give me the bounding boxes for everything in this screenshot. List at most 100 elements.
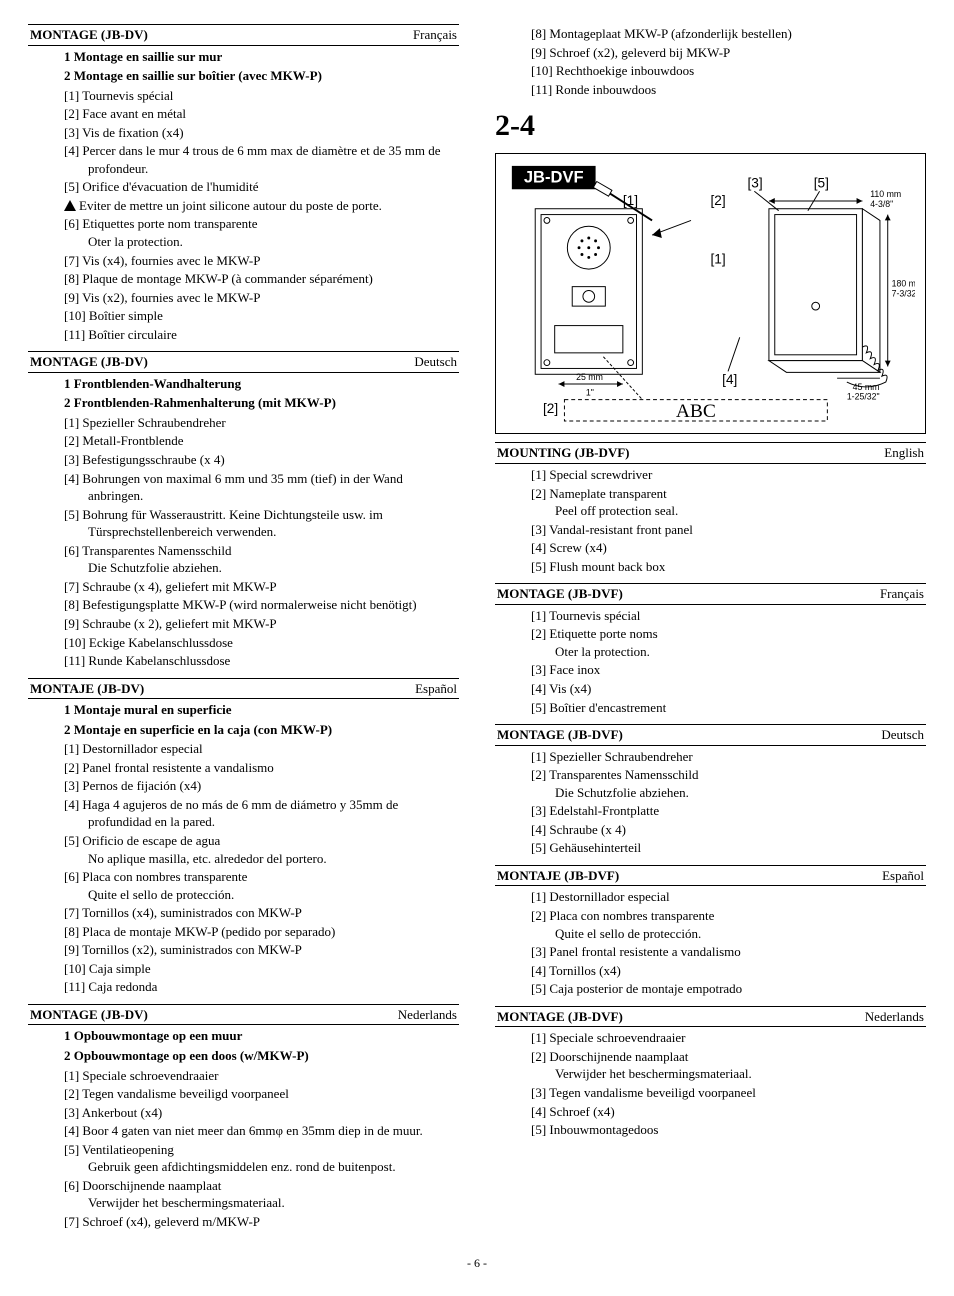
right-column: [8] Montageplaat MKW-P (afzonderlijk bes… [495,24,926,1231]
item-text: [3] Pernos de fijación (x4) [64,778,201,793]
list-item: [10] Caja simple [64,960,459,978]
warning-icon [64,200,77,211]
list-item: [7] Vis (x4), fournies avec le MKW-P [64,252,459,270]
list-item: [6] Transparentes NamensschildDie Schutz… [64,542,459,577]
list-item: [3] Edelstahl-Frontplatte [531,802,926,820]
item-text: [6] Transparentes Namensschild [64,543,232,558]
subheading: 1 Montage en saillie sur mur [64,48,459,66]
svg-text:[1]: [1] [711,251,726,266]
item-text: [11] Runde Kabelanschlussdose [64,653,230,668]
item-subtext: Oter la protection. [88,233,459,251]
list-item: [5] VentilatieopeningGebruik geen afdich… [64,1141,459,1176]
section-language: Nederlands [865,1008,924,1026]
section-title: MONTAGE (JB-DV) [30,26,148,44]
section-title: MONTAGE (JB-DVF) [497,585,623,603]
section-content: [1] Speciale schroevendraaier[2] Doorsch… [495,1029,926,1138]
svg-text:[3]: [3] [748,175,763,190]
item-text: [7] Schraube (x 4), geliefert mit MKW-P [64,579,277,594]
section-content: 1 Montaje mural en superficie2 Montaje e… [28,701,459,996]
section-content: [1] Tournevis spécial[2] Etiquette porte… [495,607,926,716]
subheading: 1 Frontblenden-Wandhalterung [64,375,459,393]
list-item: [2] Placa con nombres transparenteQuite … [531,907,926,942]
section-title: MONTAGE (JB-DV) [30,1006,148,1024]
list-item: [4] Schroef (x4) [531,1103,926,1121]
list-item: [9] Vis (x2), fournies avec le MKW-P [64,289,459,307]
item-subtext: Die Schutzfolie abziehen. [555,784,926,802]
item-text: [10] Caja simple [64,961,151,976]
item-text: [5] Boîtier d'encastrement [531,700,666,715]
section-header: MOUNTING (JB-DVF)English [495,442,926,464]
svg-text:45 mm: 45 mm [853,382,880,392]
list-item: [3] Face inox [531,661,926,679]
item-text: [1] Destornillador especial [531,889,670,904]
list-item: [4] Vis (x4) [531,680,926,698]
svg-text:[5]: [5] [814,175,829,190]
list-item: [5] Orifice d'évacuation de l'humidité [64,178,459,196]
subheading: 2 Frontblenden-Rahmenhalterung (mit MKW-… [64,394,459,412]
list-item: [9] Tornillos (x2), suministrados con MK… [64,941,459,959]
section-header: MONTAJE (JB-DV)Español [28,678,459,700]
item-text: [11] Caja redonda [64,979,157,994]
item-text: [10] Eckige Kabelanschlussdose [64,635,233,650]
item-text: Eviter de mettre un joint silicone autou… [79,198,382,213]
item-text: [2] Panel frontal resistente a vandalism… [64,760,274,775]
item-text: [5] Orifice d'évacuation de l'humidité [64,179,259,194]
list-item: [1] Destornillador especial [64,740,459,758]
section-header: MONTAGE (JB-DVF)Français [495,583,926,605]
svg-text:[2]: [2] [543,401,558,416]
item-text: [2] Face avant en métal [64,106,186,121]
item-text: [4] Tornillos (x4) [531,963,621,978]
section-language: English [884,444,924,462]
section-content: [1] Destornillador especial [2] Placa con… [495,888,926,997]
page-number: - 6 - [28,1255,926,1271]
item-text: [7] Tornillos (x4), suministrados con MK… [64,905,302,920]
section-language: Deutsch [881,726,924,744]
list-item: Eviter de mettre un joint silicone autou… [64,197,459,215]
list-item: [6] Placa con nombres transparenteQuite … [64,868,459,903]
item-text: [4] Bohrungen von maximal 6 mm und 35 mm… [64,471,403,504]
list-item: [5] Flush mount back box [531,558,926,576]
item-text: [6] Etiquettes porte nom transparente [64,216,258,231]
item-text: [4] Schraube (x 4) [531,822,626,837]
item-text: [1] Spezieller Schraubendreher [64,415,226,430]
list-item: [2] Etiquette porte nomsOter la protecti… [531,625,926,660]
svg-text:7-3/32": 7-3/32" [892,288,915,298]
section-header: MONTAGE (JB-DVF)Deutsch [495,724,926,746]
section-header: MONTAGE (JB-DV)Nederlands [28,1004,459,1026]
list-item: [7] Schraube (x 4), geliefert mit MKW-P [64,578,459,596]
item-text: [5] Flush mount back box [531,559,665,574]
svg-text:[4]: [4] [722,372,737,387]
list-item: [1] Special screwdriver [531,466,926,484]
list-item: [3] Tegen vandalisme beveiligd voorpanee… [531,1084,926,1102]
left-column: MONTAGE (JB-DV)Français1 Montage en sail… [28,24,459,1231]
diagram-jb-dvf: JB-DVF [495,153,926,435]
item-text: [4] Screw (x4) [531,540,607,555]
item-text: [3] Befestigungsschraube (x 4) [64,452,225,467]
list-item: [10] Boîtier simple [64,307,459,325]
subheading: 2 Opbouwmontage op een doos (w/MKW-P) [64,1047,459,1065]
subheading: 2 Montaje en superficie en la caja (con … [64,721,459,739]
list-item: [1] Tournevis spécial [64,87,459,105]
list-item: [5] Bohrung für Wasseraustritt. Keine Di… [64,506,459,541]
item-subtext: Gebruik geen afdichtingsmiddelen enz. ro… [88,1158,459,1176]
list-item: [8] Placa de montaje MKW-P (pedido por s… [64,923,459,941]
svg-text:4-3/8": 4-3/8" [870,198,893,208]
item-text: [3] Panel frontal resistente a vandalism… [531,944,741,959]
item-text: [7] Vis (x4), fournies avec le MKW-P [64,253,260,268]
svg-text:[1]: [1] [623,193,638,208]
list-item: [4] Tornillos (x4) [531,962,926,980]
item-text: [11] Boîtier circulaire [64,327,177,342]
item-subtext: Verwijder het beschermingsmateriaal. [555,1065,926,1083]
item-text: [1] Spezieller Schraubendreher [531,749,693,764]
list-item: [1] Destornillador especial [531,888,926,906]
list-item: [1] Speciale schroevendraaier [64,1067,459,1085]
svg-text:JB-DVF: JB-DVF [524,167,584,186]
item-text: [4] Haga 4 agujeros de no más de 6 mm de… [64,797,398,830]
item-text: [2] Etiquette porte noms [531,626,658,641]
item-text: [6] Doorschijnende naamplaat [64,1178,221,1193]
item-text: [3] Tegen vandalisme beveiligd voorpanee… [531,1085,756,1100]
list-item: [3] Pernos de fijación (x4) [64,777,459,795]
list-item: [4] Screw (x4) [531,539,926,557]
list-item: [10] Eckige Kabelanschlussdose [64,634,459,652]
svg-text:ABC: ABC [676,401,716,422]
